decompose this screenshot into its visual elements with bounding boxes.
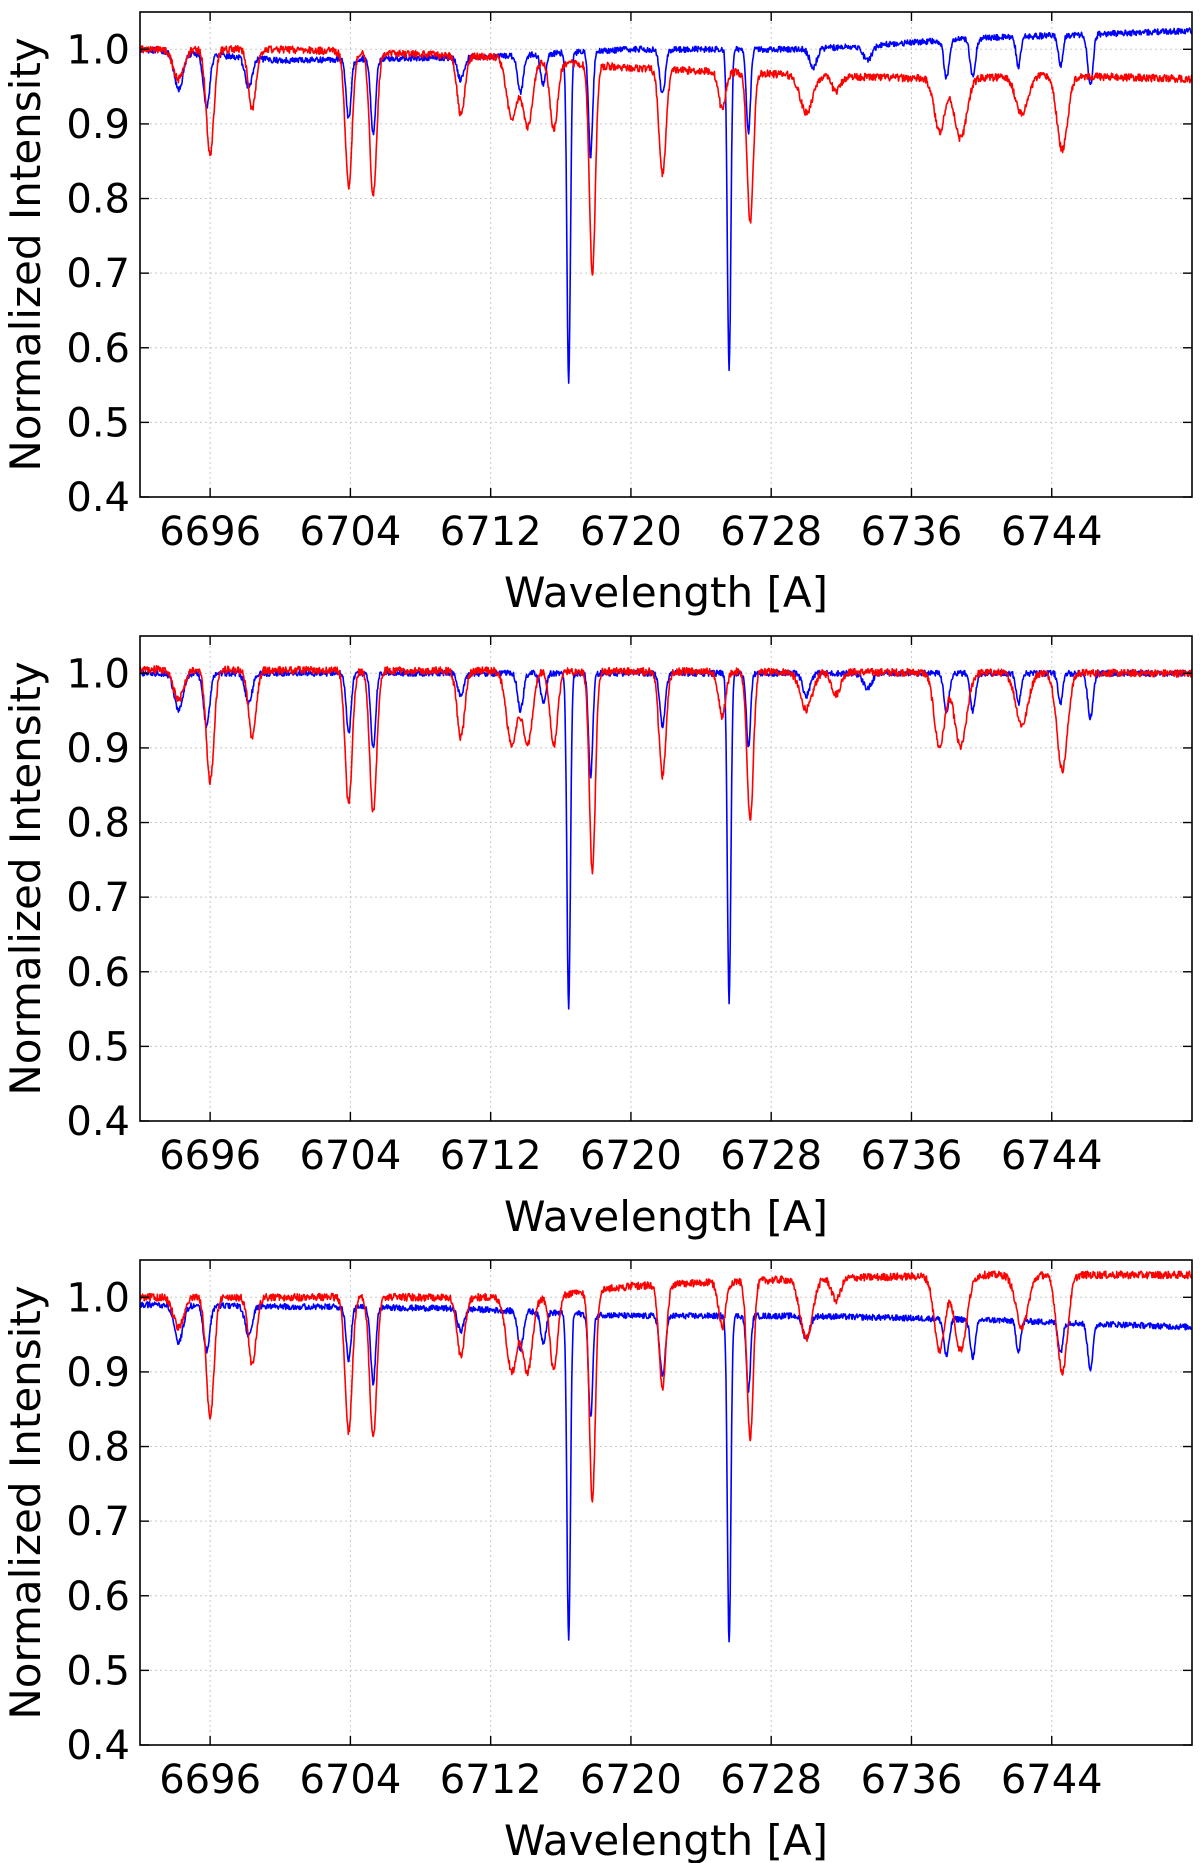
y-tick-label: 0.8	[66, 801, 130, 847]
y-axis-label: Normalized Intensity	[1, 37, 50, 471]
y-tick-label: 1.0	[66, 27, 130, 73]
x-tick-label: 6736	[861, 509, 963, 555]
y-tick-label: 0.8	[66, 177, 130, 223]
plot-frame	[139, 635, 1193, 1122]
grid	[140, 636, 1192, 1122]
plot-frame	[139, 11, 1193, 498]
x-tick-label: 6704	[300, 1757, 402, 1803]
x-tick-label: 6728	[720, 1133, 822, 1179]
x-tick-label: 6728	[720, 509, 822, 555]
series-line-2	[140, 44, 1192, 276]
x-axis-label: Wavelength [A]	[504, 568, 828, 617]
y-tick-label: 0.9	[66, 1350, 130, 1396]
x-tick-label: 6720	[580, 1133, 682, 1179]
chart-panel-2: 6696 6704 6712 6720 6728 6736 6744 0.4 0.5 0.6 0.7…	[1, 635, 1193, 1241]
chart-panel-3: 6696 6704 6712 6720 6728 6736 6744 0.4 0.5 0.6 0.7…	[1, 1259, 1193, 1863]
series-line-1	[140, 27, 1192, 384]
x-tick-label: 6736	[861, 1133, 963, 1179]
x-tick-label: 6744	[1001, 509, 1103, 555]
y-tick-label: 0.6	[66, 326, 130, 372]
y-tick-label: 0.4	[66, 1099, 130, 1145]
y-tick-label: 0.7	[66, 875, 130, 921]
x-axis-label: Wavelength [A]	[504, 1816, 828, 1863]
y-tick-label: 0.5	[66, 1648, 130, 1694]
y-tick-label: 1.0	[66, 651, 130, 697]
y-axis-label: Normalized Intensity	[1, 1285, 50, 1719]
x-tick-label: 6696	[159, 509, 261, 555]
x-tick-label: 6712	[440, 509, 542, 555]
x-tick-label: 6736	[861, 1757, 963, 1803]
x-tick-label: 6720	[580, 509, 682, 555]
y-tick-label: 0.5	[66, 1024, 130, 1070]
x-tick-label: 6704	[300, 1133, 402, 1179]
x-axis-label: Wavelength [A]	[504, 1192, 828, 1241]
x-tick-label: 6720	[580, 1757, 682, 1803]
y-tick-label: 0.8	[66, 1425, 130, 1471]
x-tick-label: 6728	[720, 1757, 822, 1803]
y-tick-label: 1.0	[66, 1275, 130, 1321]
x-tick-label: 6704	[300, 509, 402, 555]
chart-panel-1: 6696 6704 6712 6720 6728 6736 6744 0.4 0.5 0.6 0.7…	[1, 11, 1193, 617]
x-tick-label: 6696	[159, 1757, 261, 1803]
series-line-2	[140, 665, 1192, 875]
x-tick-label: 6712	[440, 1757, 542, 1803]
grid	[140, 1260, 1192, 1746]
x-tick-label: 6712	[440, 1133, 542, 1179]
x-tick-label: 6696	[159, 1133, 261, 1179]
x-tick-label: 6744	[1001, 1757, 1103, 1803]
x-tick-label: 6744	[1001, 1133, 1103, 1179]
grid	[140, 12, 1192, 498]
y-axis-label: Normalized Intensity	[1, 661, 50, 1095]
y-tick-label: 0.9	[66, 726, 130, 772]
y-tick-label: 0.6	[66, 950, 130, 996]
y-tick-label: 0.7	[66, 251, 130, 297]
plot-frame	[139, 1259, 1193, 1746]
y-tick-label: 0.5	[66, 400, 130, 446]
y-tick-label: 0.6	[66, 1574, 130, 1620]
series-line-2	[140, 1270, 1192, 1503]
y-tick-label: 0.4	[66, 1723, 130, 1769]
y-tick-label: 0.9	[66, 102, 130, 148]
y-tick-label: 0.7	[66, 1499, 130, 1545]
y-tick-label: 0.4	[66, 475, 130, 521]
